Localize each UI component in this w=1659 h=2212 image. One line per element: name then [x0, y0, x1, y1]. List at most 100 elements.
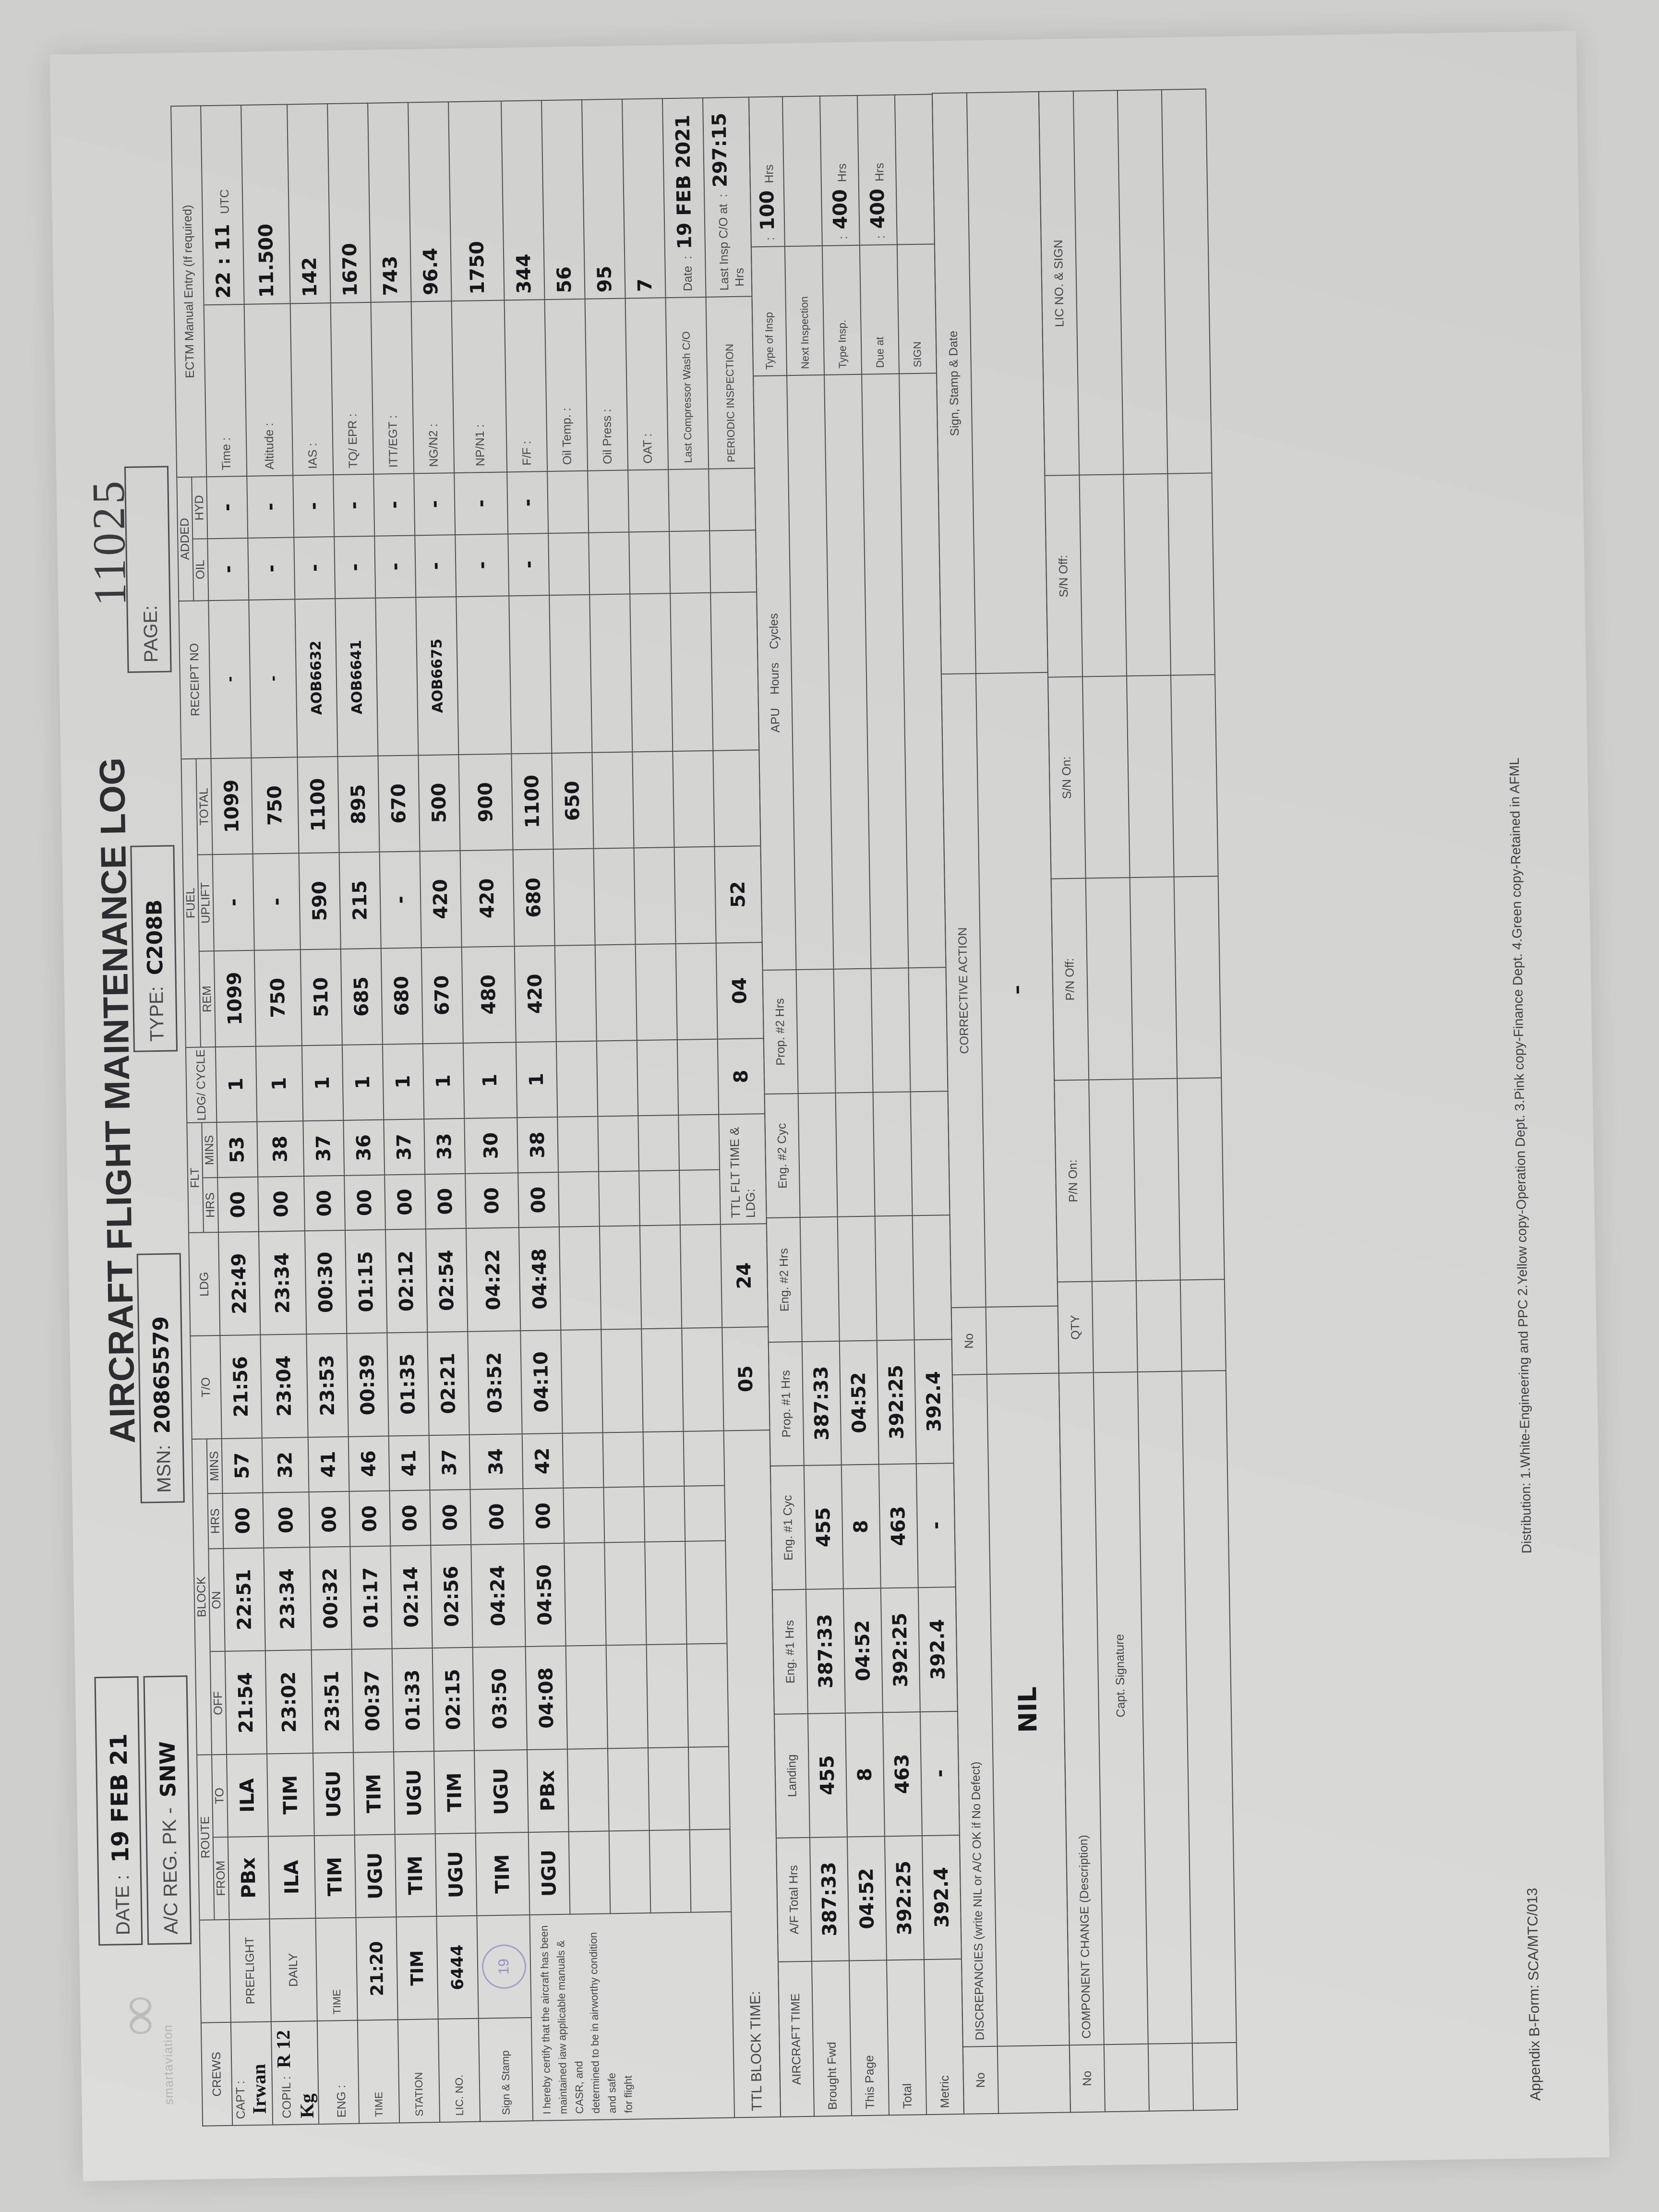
row-bhrs[interactable]: 00 [389, 1490, 431, 1546]
bf-prop2-hrs[interactable] [796, 969, 836, 1094]
tt-af-total-hrs[interactable]: 392:25 [884, 1836, 924, 1960]
row-ldg-time[interactable]: 04:48 [518, 1227, 561, 1331]
row-bhrs[interactable]: 00 [222, 1492, 264, 1549]
row-bmins[interactable]: 46 [348, 1436, 390, 1492]
row-off[interactable]: 00:37 [351, 1648, 394, 1753]
row-on[interactable]: 02:14 [390, 1545, 433, 1649]
tt-landing[interactable]: 463 [882, 1711, 922, 1837]
mt-af-total-hrs[interactable]: 392.4 [922, 1835, 962, 1960]
component-pn-off-cell[interactable] [1130, 877, 1178, 1080]
ectm-row-value-1[interactable]: 11.500 [241, 104, 290, 305]
component-qty-cell[interactable] [1180, 1279, 1226, 1371]
row-hyd[interactable]: - [414, 473, 456, 536]
component-pn-on-cell[interactable] [1177, 1078, 1225, 1280]
row-cycle[interactable]: 1 [516, 1041, 558, 1118]
tp-prop2-hrs[interactable] [833, 968, 873, 1093]
row-fhrs[interactable]: 00 [217, 1177, 259, 1233]
row-from[interactable]: UGU [435, 1833, 477, 1916]
row-to[interactable]: UGU [313, 1752, 355, 1836]
tp-prop1-hrs[interactable]: 04:52 [839, 1340, 879, 1465]
row-fuel-uplift[interactable] [634, 847, 676, 944]
discrepancy-no[interactable] [997, 2045, 1070, 2114]
row-cycle[interactable]: 1 [301, 1045, 344, 1121]
row-cycle[interactable]: 1 [463, 1042, 517, 1119]
row-fhrs[interactable] [599, 1171, 640, 1226]
row-fuel-total[interactable]: 670 [378, 755, 420, 852]
row-oil[interactable]: - [248, 537, 295, 600]
row-fhrs[interactable] [679, 1169, 721, 1226]
periodic-last-insp[interactable]: Last Insp C/O at : 297:15 Hrs [702, 97, 752, 297]
row-to[interactable] [688, 1746, 730, 1830]
row-ldg-time[interactable] [559, 1226, 601, 1330]
row-oil[interactable]: - [415, 534, 457, 598]
row-cycle[interactable]: 1 [422, 1043, 465, 1119]
compressor-wash-date[interactable]: Date : 19 FEB 2021 [662, 97, 706, 298]
row-fuel-total[interactable] [673, 750, 715, 848]
row-fmins[interactable]: 36 [343, 1119, 385, 1176]
row-on[interactable] [604, 1541, 647, 1646]
tt-prop2-hrs[interactable] [871, 968, 911, 1093]
row-to[interactable]: TIM [434, 1750, 476, 1834]
row-to-time[interactable]: 23:04 [260, 1334, 308, 1438]
row-off[interactable]: 02:15 [432, 1647, 475, 1752]
row-to-time[interactable]: 02:21 [427, 1331, 469, 1435]
row-to[interactable]: TIM [267, 1753, 314, 1837]
row-oil[interactable]: - [455, 534, 509, 597]
row-fmins[interactable]: 53 [216, 1122, 258, 1178]
row-receipt-no[interactable] [670, 592, 713, 751]
row-off[interactable]: 21:54 [225, 1651, 267, 1755]
row-on[interactable] [645, 1541, 687, 1645]
ectm-row-value-7[interactable]: 344 [501, 100, 545, 301]
row-receipt-no[interactable]: AOB6632 [295, 598, 338, 757]
row-to-time[interactable]: 03:52 [468, 1331, 522, 1435]
row-oil[interactable]: - [207, 538, 249, 601]
row-fuel-uplift[interactable]: 215 [339, 852, 381, 949]
row-from[interactable]: TIM [475, 1832, 530, 1916]
type-insp-value-cell[interactable]: : 100 Hrs [748, 96, 785, 247]
row-fuel-rem[interactable]: 420 [514, 945, 556, 1043]
row-receipt-no[interactable] [589, 594, 633, 753]
row-bhrs[interactable]: 00 [263, 1492, 310, 1548]
row-receipt-no[interactable] [630, 593, 673, 752]
row-off[interactable]: 03:50 [472, 1647, 527, 1751]
tp-eng1-hrs[interactable]: 04:52 [843, 1588, 883, 1713]
row-oil[interactable]: - [294, 536, 336, 599]
row-fuel-uplift[interactable]: - [212, 854, 254, 951]
row-fuel-uplift[interactable] [674, 846, 716, 944]
row-bmins[interactable] [683, 1431, 725, 1487]
mt-eng2-hrs[interactable] [912, 1215, 952, 1340]
row-to[interactable] [648, 1747, 690, 1830]
row-to-time[interactable]: 00:39 [347, 1333, 389, 1437]
row-cycle[interactable]: 1 [382, 1044, 424, 1120]
row-off[interactable]: 01:33 [392, 1648, 434, 1752]
component-sn-off-cell[interactable] [1079, 474, 1127, 677]
crew-eng[interactable]: ENG : [317, 2020, 360, 2124]
row-oil[interactable]: - [508, 533, 550, 596]
row-from[interactable] [609, 1830, 651, 1914]
row-fuel-total[interactable]: 900 [458, 754, 513, 851]
row-fuel-rem[interactable] [675, 943, 718, 1040]
component-pn-off-cell[interactable] [1085, 878, 1133, 1080]
row-bhrs[interactable] [563, 1487, 605, 1543]
row-bmins[interactable]: 42 [522, 1433, 564, 1489]
row-bhrs[interactable]: 00 [470, 1489, 524, 1545]
row-bmins[interactable]: 57 [221, 1438, 263, 1494]
row-on[interactable]: 01:17 [350, 1546, 392, 1650]
row-hyd[interactable]: - [247, 475, 294, 538]
row-fmins[interactable]: 33 [424, 1118, 466, 1175]
crew-capt[interactable]: CAPT : Irwan [230, 2021, 273, 2126]
row-bhrs[interactable] [603, 1487, 645, 1543]
row-from[interactable]: PBx [228, 1836, 270, 1920]
row-from[interactable]: UGU [528, 1831, 570, 1915]
row-fuel-total[interactable]: 1100 [511, 753, 553, 850]
row-ldg-time[interactable]: 02:54 [425, 1228, 468, 1333]
bf-prop1-hrs[interactable]: 387:33 [802, 1341, 842, 1466]
bf-eng1-cyc[interactable]: 455 [804, 1465, 843, 1590]
row-hyd[interactable]: - [373, 473, 415, 536]
row-fuel-uplift[interactable] [593, 848, 636, 945]
row-oil[interactable] [548, 532, 590, 595]
row-ldg-time[interactable] [680, 1224, 722, 1328]
row-fuel-rem[interactable]: 480 [461, 946, 516, 1043]
row-ldg-time[interactable]: 23:34 [258, 1231, 307, 1335]
row-receipt-no[interactable] [456, 595, 512, 755]
